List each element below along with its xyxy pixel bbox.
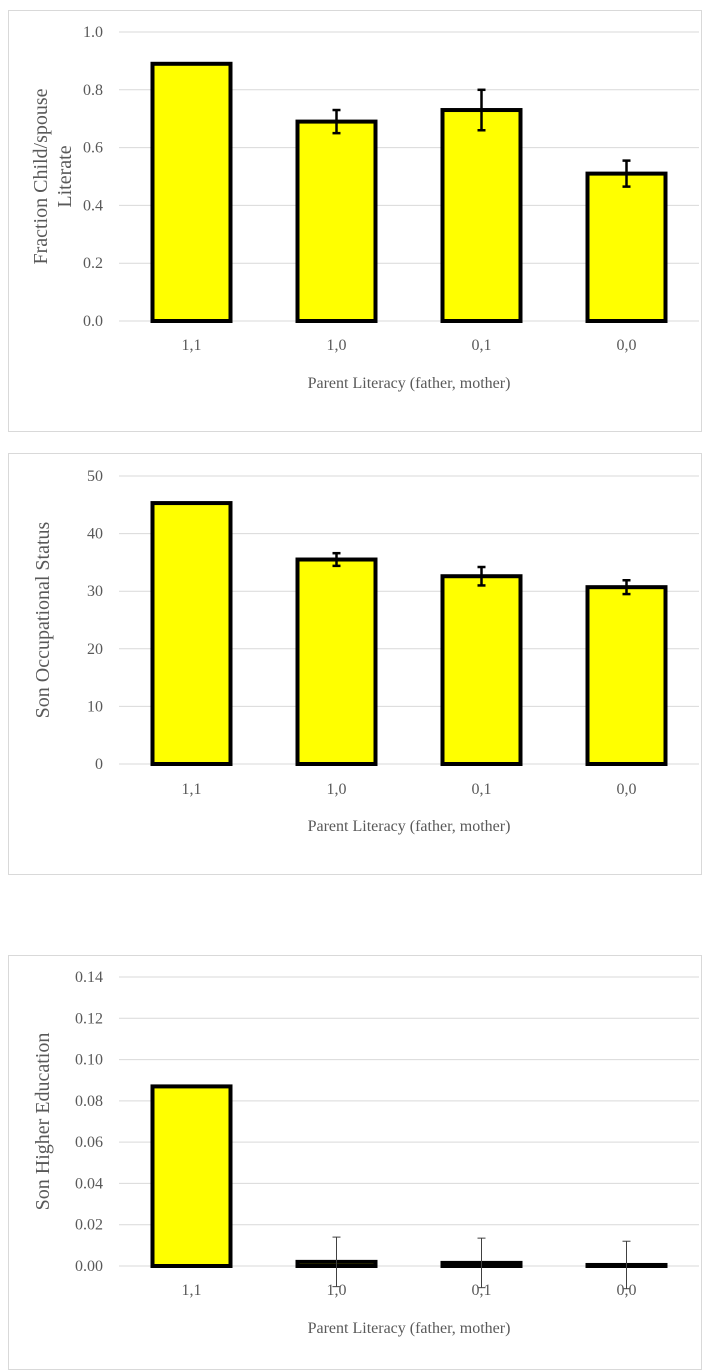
- bar: [298, 560, 376, 764]
- x-category-label: 1,1: [182, 1282, 202, 1299]
- y-axis-title: Son Occupational Status: [32, 521, 54, 718]
- y-tick-label: 10: [87, 698, 103, 715]
- chart-svg-occupation: 0 10 20 30 40 50 1,1 1,0 0,1 0,0 Parent Literacy (…: [9, 454, 703, 876]
- bar: [588, 587, 666, 764]
- y-tick-label: 0.14: [75, 969, 103, 986]
- x-axis-title: Parent Literacy (father, mother): [308, 818, 511, 835]
- x-category-label: 1,0: [327, 337, 347, 354]
- x-axis-title: Parent Literacy (father, mother): [308, 375, 511, 392]
- chart-svg-education: 0.00 0.02 0.04 0.06 0.08 0.10 0.12 0.14 1,1 1,0 0,…: [9, 956, 703, 1371]
- y-tick-label: 40: [87, 526, 103, 543]
- bar: [153, 1086, 231, 1266]
- x-axis-title: Parent Literacy (father, mother): [308, 1320, 511, 1337]
- y-tick-label: 20: [87, 641, 103, 658]
- x-category-label: 0,0: [617, 337, 637, 354]
- y-tick-label: 0.10: [75, 1052, 103, 1069]
- y-axis-title: Son Higher Education: [32, 1033, 54, 1211]
- chart-svg-literacy: 0.0 0.2 0.4 0.6 0.8 1.0 1,1 1,0 0,1 0,0 Parent Lit…: [9, 11, 703, 433]
- y-tick-label: 0.6: [83, 140, 103, 157]
- bar: [443, 110, 521, 321]
- y-tick-label: 0.02: [75, 1217, 103, 1234]
- y-tick-label: 0.06: [75, 1134, 103, 1151]
- x-category-label: 0,0: [617, 781, 637, 798]
- y-tick-label: 0.8: [83, 82, 103, 99]
- y-axis-title: Fraction Child/spouse Literate: [30, 88, 76, 264]
- x-category-label: 1,1: [182, 781, 202, 798]
- chart-panel-education: 0.00 0.02 0.04 0.06 0.08 0.10 0.12 0.14 1,1 1,0 0,…: [8, 955, 702, 1370]
- x-category-label: 1,0: [327, 1282, 347, 1299]
- x-category-label: 0,1: [472, 781, 492, 798]
- x-category-label: 0,0: [617, 1282, 637, 1299]
- y-tick-label: 1.0: [83, 24, 103, 41]
- y-tick-label: 0: [95, 756, 103, 773]
- chart-panel-literacy: 0.0 0.2 0.4 0.6 0.8 1.0 1,1 1,0 0,1 0,0 Parent Lit…: [8, 10, 702, 432]
- chart-panel-occupation: 0 10 20 30 40 50 1,1 1,0 0,1 0,0 Parent Literacy (…: [8, 453, 702, 875]
- y-tick-label: 0.12: [75, 1010, 103, 1027]
- bar: [588, 174, 666, 321]
- y-tick-label: 0.08: [75, 1093, 103, 1110]
- x-category-label: 0,1: [472, 1282, 492, 1299]
- x-category-label: 1,1: [182, 337, 202, 354]
- y-tick-label: 0.0: [83, 313, 103, 330]
- x-category-label: 1,0: [327, 781, 347, 798]
- bar: [153, 503, 231, 764]
- y-tick-label: 0.00: [75, 1258, 103, 1275]
- bar: [298, 122, 376, 321]
- bar: [443, 576, 521, 764]
- y-tick-label: 0.04: [75, 1175, 103, 1192]
- y-tick-label: 30: [87, 583, 103, 600]
- y-tick-label: 0.4: [83, 197, 103, 214]
- x-category-label: 0,1: [472, 337, 492, 354]
- bar: [153, 64, 231, 321]
- y-tick-label: 50: [87, 468, 103, 485]
- y-tick-label: 0.2: [83, 255, 103, 272]
